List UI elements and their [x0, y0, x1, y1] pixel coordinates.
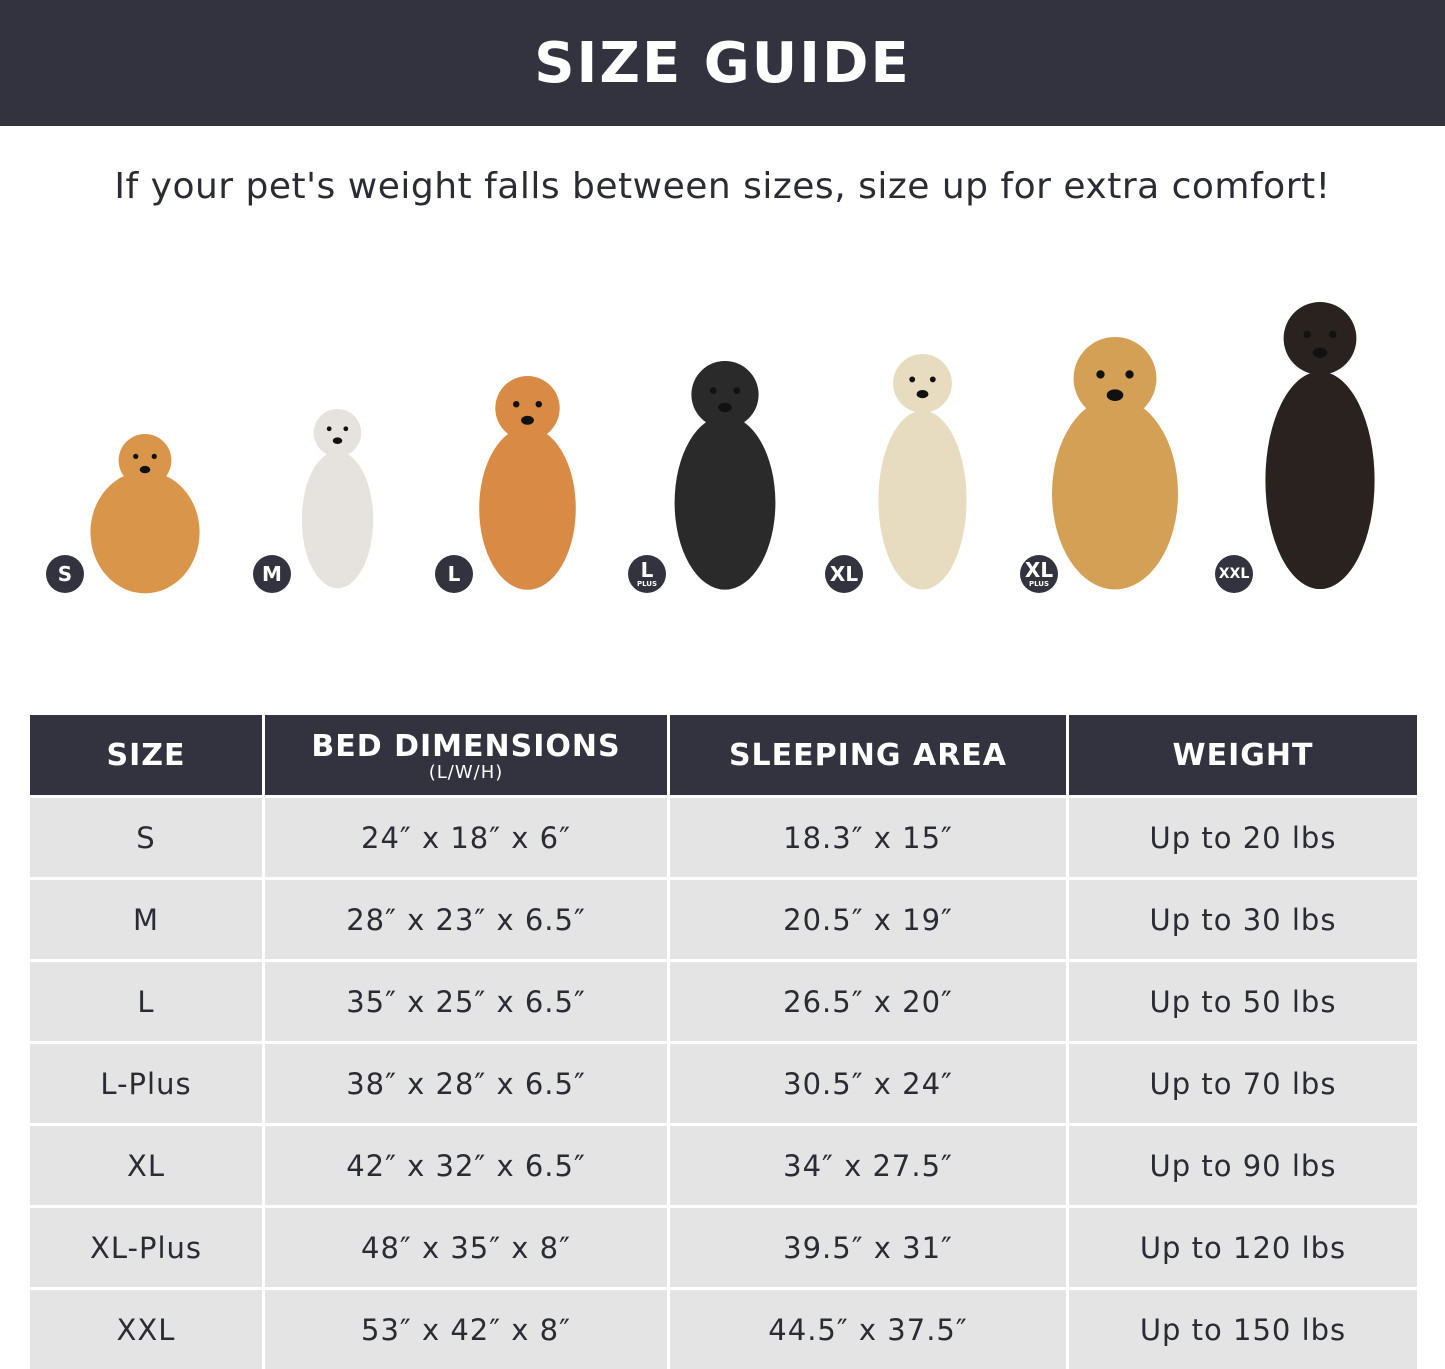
header-weight: WEIGHT — [1068, 715, 1418, 797]
cell-bed-dimensions: 28″ x 23″ x 6.5″ — [264, 879, 669, 961]
cell-sleeping-area: 34″ x 27.5″ — [669, 1125, 1068, 1207]
table-header-row: SIZE BED DIMENSIONS(L/W/H) SLEEPING AREA… — [30, 715, 1417, 797]
badge-label: XXL — [1219, 567, 1250, 581]
cell-size: XL — [30, 1125, 264, 1207]
badge-label: L — [448, 564, 461, 584]
cell-sleeping-area: 18.3″ x 15″ — [669, 797, 1068, 879]
cell-bed-dimensions: 48″ x 35″ x 8″ — [264, 1207, 669, 1289]
size-badge: XXL — [1215, 555, 1253, 593]
badge-label: L — [641, 560, 654, 580]
dog-image — [80, 430, 210, 595]
cell-weight: Up to 70 lbs — [1068, 1043, 1418, 1125]
badge-label: M — [262, 564, 282, 584]
cell-sleeping-area: 44.5″ x 37.5″ — [669, 1289, 1068, 1369]
cell-bed-dimensions: 38″ x 28″ x 6.5″ — [264, 1043, 669, 1125]
size-badge: XL — [825, 555, 863, 593]
cell-weight: Up to 50 lbs — [1068, 961, 1418, 1043]
dog-image — [665, 357, 785, 592]
cell-size: L — [30, 961, 264, 1043]
size-badge: L — [435, 555, 473, 593]
header-bed-dimensions: BED DIMENSIONS(L/W/H) — [264, 715, 669, 797]
cell-bed-dimensions: 42″ x 32″ x 6.5″ — [264, 1125, 669, 1207]
badge-sub-label: PLUS — [1029, 581, 1049, 588]
header-size: SIZE — [30, 715, 264, 797]
cell-weight: Up to 150 lbs — [1068, 1289, 1418, 1369]
cell-bed-dimensions: 24″ x 18″ x 6″ — [264, 797, 669, 879]
badge-sub-label: PLUS — [637, 581, 657, 588]
cell-size: L-Plus — [30, 1043, 264, 1125]
dog-image — [1040, 333, 1190, 592]
dog-image — [870, 350, 975, 592]
cell-bed-dimensions: 35″ x 25″ x 6.5″ — [264, 961, 669, 1043]
size-badge: M — [253, 555, 291, 593]
cell-weight: Up to 30 lbs — [1068, 879, 1418, 961]
cell-weight: Up to 120 lbs — [1068, 1207, 1418, 1289]
cell-sleeping-area: 39.5″ x 31″ — [669, 1207, 1068, 1289]
cell-sleeping-area: 30.5″ x 24″ — [669, 1043, 1068, 1125]
badge-label: S — [58, 564, 72, 584]
page-title: SIZE GUIDE — [534, 31, 911, 96]
cell-weight: Up to 20 lbs — [1068, 797, 1418, 879]
cell-size: S — [30, 797, 264, 879]
cell-bed-dimensions: 53″ x 42″ x 8″ — [264, 1289, 669, 1369]
dog-image — [1255, 298, 1385, 592]
cell-size: XL-Plus — [30, 1207, 264, 1289]
dog-image — [470, 372, 585, 592]
badge-label: XL — [1025, 560, 1053, 580]
title-banner: SIZE GUIDE — [0, 0, 1445, 126]
subtitle: If your pet's weight falls between sizes… — [0, 166, 1445, 207]
cell-sleeping-area: 20.5″ x 19″ — [669, 879, 1068, 961]
size-table: SIZE BED DIMENSIONS(L/W/H) SLEEPING AREA… — [30, 715, 1417, 1369]
dog-image — [295, 405, 380, 590]
header-sleeping-area: SLEEPING AREA — [669, 715, 1068, 797]
cell-size: M — [30, 879, 264, 961]
cell-weight: Up to 90 lbs — [1068, 1125, 1418, 1207]
cell-sleeping-area: 26.5″ x 20″ — [669, 961, 1068, 1043]
cell-size: XXL — [30, 1289, 264, 1369]
badge-label: XL — [830, 564, 858, 584]
size-badge: S — [46, 555, 84, 593]
